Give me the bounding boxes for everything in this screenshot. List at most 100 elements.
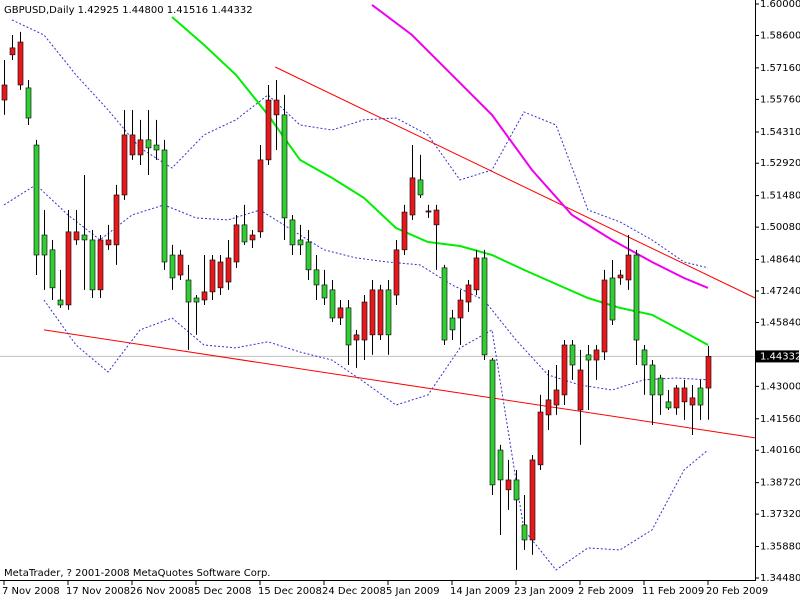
candle-body — [345, 307, 352, 346]
candle-body — [217, 261, 224, 289]
candle-body — [505, 479, 512, 491]
indicator-line — [11, 19, 709, 269]
y-tick-label: 1.57160 — [760, 63, 800, 74]
candle-body — [313, 269, 320, 286]
candle-body — [609, 277, 616, 321]
candle-body — [289, 219, 296, 246]
x-tick-label: 23 Jan 2009 — [514, 586, 574, 597]
y-tick-label: 1.48640 — [760, 255, 800, 266]
candle-body — [673, 387, 680, 409]
y-tick-label: 1.51480 — [760, 191, 800, 202]
candle-body — [169, 254, 176, 279]
y-tick-label: 1.40160 — [760, 445, 800, 456]
candle-body — [73, 231, 80, 241]
candle-body — [481, 257, 488, 356]
x-tick-label: 17 Nov 2008 — [66, 586, 130, 597]
candle-body — [129, 134, 136, 156]
y-tick-label: 1.41560 — [760, 414, 800, 425]
candle-body — [553, 389, 560, 406]
candle-body — [209, 259, 216, 293]
candle-body — [561, 344, 568, 396]
candle-body — [665, 401, 672, 409]
candle-body — [305, 241, 312, 271]
y-tick-label: 1.50080 — [760, 222, 800, 233]
price-label-box — [755, 350, 799, 363]
y-tick-label: 1.34480 — [760, 573, 800, 584]
candle-body — [393, 249, 400, 296]
candle-body — [241, 224, 248, 243]
candle-body — [433, 209, 440, 226]
indicator-line — [371, 4, 709, 289]
y-tick-label: 1.43000 — [760, 381, 800, 392]
candle-body — [457, 299, 464, 319]
y-tick-label: 1.37320 — [760, 509, 800, 520]
candle-body — [97, 239, 104, 291]
candle-body — [537, 411, 544, 466]
candle-body — [193, 297, 200, 303]
indicator-line — [171, 16, 709, 346]
candle-body — [369, 289, 376, 336]
candle-body — [321, 284, 328, 299]
candle-body — [89, 239, 96, 291]
candle-body — [1, 84, 8, 101]
y-tick-label: 1.47240 — [760, 286, 800, 297]
candle-body — [145, 139, 152, 149]
indicator-line — [43, 329, 756, 439]
candle-body — [113, 194, 120, 246]
candle-body — [249, 234, 256, 241]
candle-body — [281, 114, 288, 219]
footer: MetaTrader, ? 2001-2008 MetaQuotes Softw… — [4, 568, 270, 579]
candle-body — [401, 211, 408, 251]
candle-body — [569, 344, 576, 366]
candle-body — [377, 289, 384, 336]
candle-body — [449, 317, 456, 331]
candle-body — [81, 234, 88, 241]
candle-body — [201, 291, 208, 301]
candle-body — [161, 149, 168, 263]
candle-body — [521, 524, 528, 541]
candle-body — [633, 254, 640, 341]
candle-body — [601, 279, 608, 353]
indicator-line — [274, 66, 756, 299]
candle-body — [465, 284, 472, 303]
candle-body — [361, 301, 368, 341]
candle-body — [577, 369, 584, 411]
x-tick-label: 14 Jan 2009 — [450, 586, 510, 597]
candle-body — [17, 41, 24, 86]
y-tick-label: 1.52920 — [760, 158, 800, 169]
candle-body — [177, 254, 184, 276]
candle-body — [33, 144, 40, 256]
candle-body — [273, 99, 280, 116]
chart-title: GBPUSD,Daily 1.42925 1.44800 1.41516 1.4… — [4, 5, 253, 16]
candle-body — [25, 87, 32, 119]
candle-body — [585, 354, 592, 361]
x-tick-label: 5 Jan 2009 — [386, 586, 440, 597]
candle-body — [425, 210, 432, 213]
candle-body — [41, 234, 48, 256]
x-tick-label: 15 Dec 2008 — [258, 586, 322, 597]
y-tick-label: 1.38720 — [760, 478, 800, 489]
candle-body — [617, 274, 624, 279]
candle-body — [265, 99, 272, 161]
x-tick-label: 7 Nov 2008 — [2, 586, 60, 597]
x-tick-label: 11 Feb 2009 — [642, 586, 704, 597]
candle-body — [49, 249, 56, 289]
candle-body — [409, 177, 416, 216]
candle-body — [233, 224, 240, 263]
candle-body — [57, 299, 64, 306]
price-label: 1.44332 — [760, 351, 800, 362]
candle-body — [9, 47, 16, 56]
candle-body — [257, 159, 264, 233]
x-tick-label: 24 Dec 2008 — [322, 586, 386, 597]
candle-body — [513, 479, 520, 501]
candle-body — [185, 279, 192, 303]
candle-body — [137, 139, 144, 156]
y-tick-label: 1.60000 — [760, 0, 800, 10]
candle-body — [329, 289, 336, 319]
candle-body — [529, 459, 536, 541]
candle-body — [105, 239, 112, 246]
candle-body — [65, 231, 72, 306]
